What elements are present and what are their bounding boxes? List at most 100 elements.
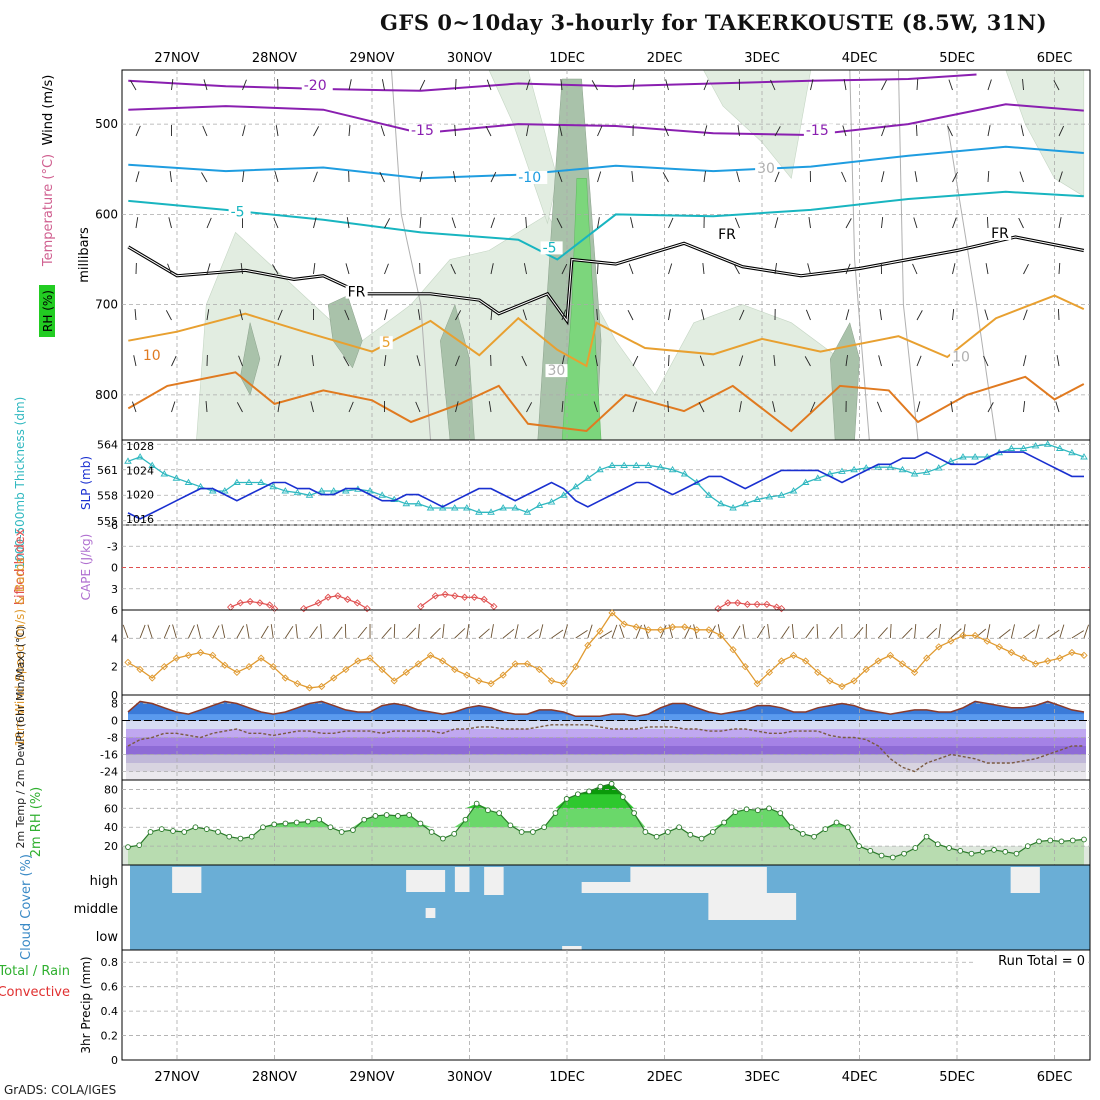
- wind-barb: [1056, 355, 1060, 367]
- rh-point: [766, 805, 772, 812]
- wind-speed-point: [789, 651, 798, 659]
- wind-speed-contour: [849, 69, 870, 441]
- rh-point: [170, 828, 176, 834]
- thickness-point: [850, 465, 858, 473]
- wind-barb: [1058, 125, 1065, 137]
- wind-barb: [591, 80, 598, 91]
- y-tick-label-right: 1020: [126, 489, 154, 502]
- rh-point: [372, 813, 379, 819]
- wind-barb: [239, 309, 243, 321]
- wind-barb: [986, 216, 989, 229]
- wind-speed-point: [971, 631, 979, 640]
- rh-point: [507, 822, 514, 829]
- lifted-index-line: [717, 602, 782, 610]
- y-tick-label: 2: [111, 661, 118, 674]
- wind-barb: [984, 309, 989, 321]
- y-tick-label: -16: [100, 749, 118, 762]
- wind-speed-point: [438, 657, 447, 665]
- contour-label-bg: [345, 285, 368, 299]
- lifted-index-point: [256, 599, 264, 607]
- rh-point: [1069, 837, 1076, 844]
- wind-barb: [147, 624, 153, 639]
- wind-barb: [345, 263, 350, 275]
- wind-barb: [845, 218, 852, 229]
- lifted-index-point: [490, 602, 498, 611]
- wind-barb: [277, 401, 281, 413]
- wind-barb: [1083, 624, 1089, 639]
- thickness-point: [668, 465, 677, 473]
- wind-barb: [521, 355, 527, 367]
- lifted-axis-label: Lifted Index: [13, 528, 28, 605]
- panel-10m-wind: 0 2 4: [111, 609, 1091, 702]
- temp-band: [126, 746, 1086, 755]
- wind-barb: [881, 171, 885, 183]
- lifted-index-point: [334, 592, 342, 600]
- wind-barb: [1058, 262, 1061, 275]
- wind-barb: [560, 79, 563, 91]
- rh-point: [957, 847, 964, 854]
- axis-labels: RH (%) Temperature (°C) Wind (m/s) millibar…: [0, 75, 93, 1054]
- rh-point: [350, 827, 356, 833]
- cloud-clear-patch: [630, 867, 767, 893]
- contour-label: -15: [411, 123, 434, 139]
- wind-barb: [767, 624, 770, 639]
- wind-barb: [451, 217, 456, 229]
- rh2m-axis-label: 2m RH (%): [29, 787, 44, 858]
- lifted-index-point: [470, 593, 479, 601]
- wind-speed-point: [245, 663, 253, 671]
- lifted-index-point: [265, 601, 274, 609]
- wind-barb: [611, 624, 618, 639]
- bottom-date-label: 2DEC: [647, 1070, 683, 1085]
- rh-point: [575, 791, 581, 798]
- thickness-point: [208, 487, 217, 494]
- lifted-index-point: [417, 602, 425, 611]
- thickness-point: [535, 501, 544, 508]
- wind-speed-point: [330, 674, 338, 682]
- wind-barb: [485, 125, 492, 137]
- wind-speed-point: [390, 677, 398, 685]
- rh-point: [878, 852, 885, 859]
- wind-barb: [739, 355, 744, 367]
- wind-barb: [773, 355, 776, 367]
- wind-barb: [313, 171, 318, 183]
- rh-point: [237, 835, 244, 842]
- wind-barb: [122, 624, 129, 639]
- wind-barb: [915, 124, 918, 137]
- wind-speed-point: [572, 663, 580, 671]
- wind-barb: [172, 624, 177, 639]
- bottom-date-label: 28NOV: [252, 1070, 297, 1085]
- contour-label: FR: [348, 285, 366, 301]
- wind-speed-line: [127, 611, 1085, 689]
- wind-barb: [701, 309, 705, 321]
- wind-speed-point: [886, 651, 895, 659]
- rh-point: [856, 843, 862, 849]
- contour-label-bg: [716, 227, 739, 241]
- cloud-field: [130, 865, 1090, 950]
- rh-point: [541, 824, 547, 831]
- y-tick-label-right: 1028: [126, 440, 154, 453]
- wind-barb: [926, 627, 938, 639]
- contour-label-bg: [379, 336, 393, 350]
- wind-barb: [557, 171, 563, 183]
- wind-barb: [313, 263, 316, 275]
- rh-point: [552, 810, 559, 816]
- thickness-point: [475, 508, 483, 515]
- wind-barb: [344, 309, 350, 321]
- rh-point: [889, 854, 896, 861]
- rh-point: [226, 833, 233, 840]
- wind-speed-point: [1068, 648, 1076, 657]
- wind-speed-point: [1019, 654, 1028, 662]
- wind-speed-point: [959, 631, 967, 640]
- temp-area-low: [128, 714, 1084, 721]
- wind-barb: [816, 623, 819, 639]
- wind-barb: [1055, 401, 1060, 413]
- wind-barb: [772, 401, 776, 413]
- wind-barb: [627, 309, 634, 321]
- wind-speed-point: [923, 654, 931, 662]
- wind-barb: [631, 171, 634, 183]
- wind-barb: [381, 627, 392, 639]
- wind-barb: [272, 264, 279, 275]
- rh-point: [844, 824, 851, 831]
- thickness-point: [257, 478, 265, 485]
- wind-speed-point: [426, 651, 435, 659]
